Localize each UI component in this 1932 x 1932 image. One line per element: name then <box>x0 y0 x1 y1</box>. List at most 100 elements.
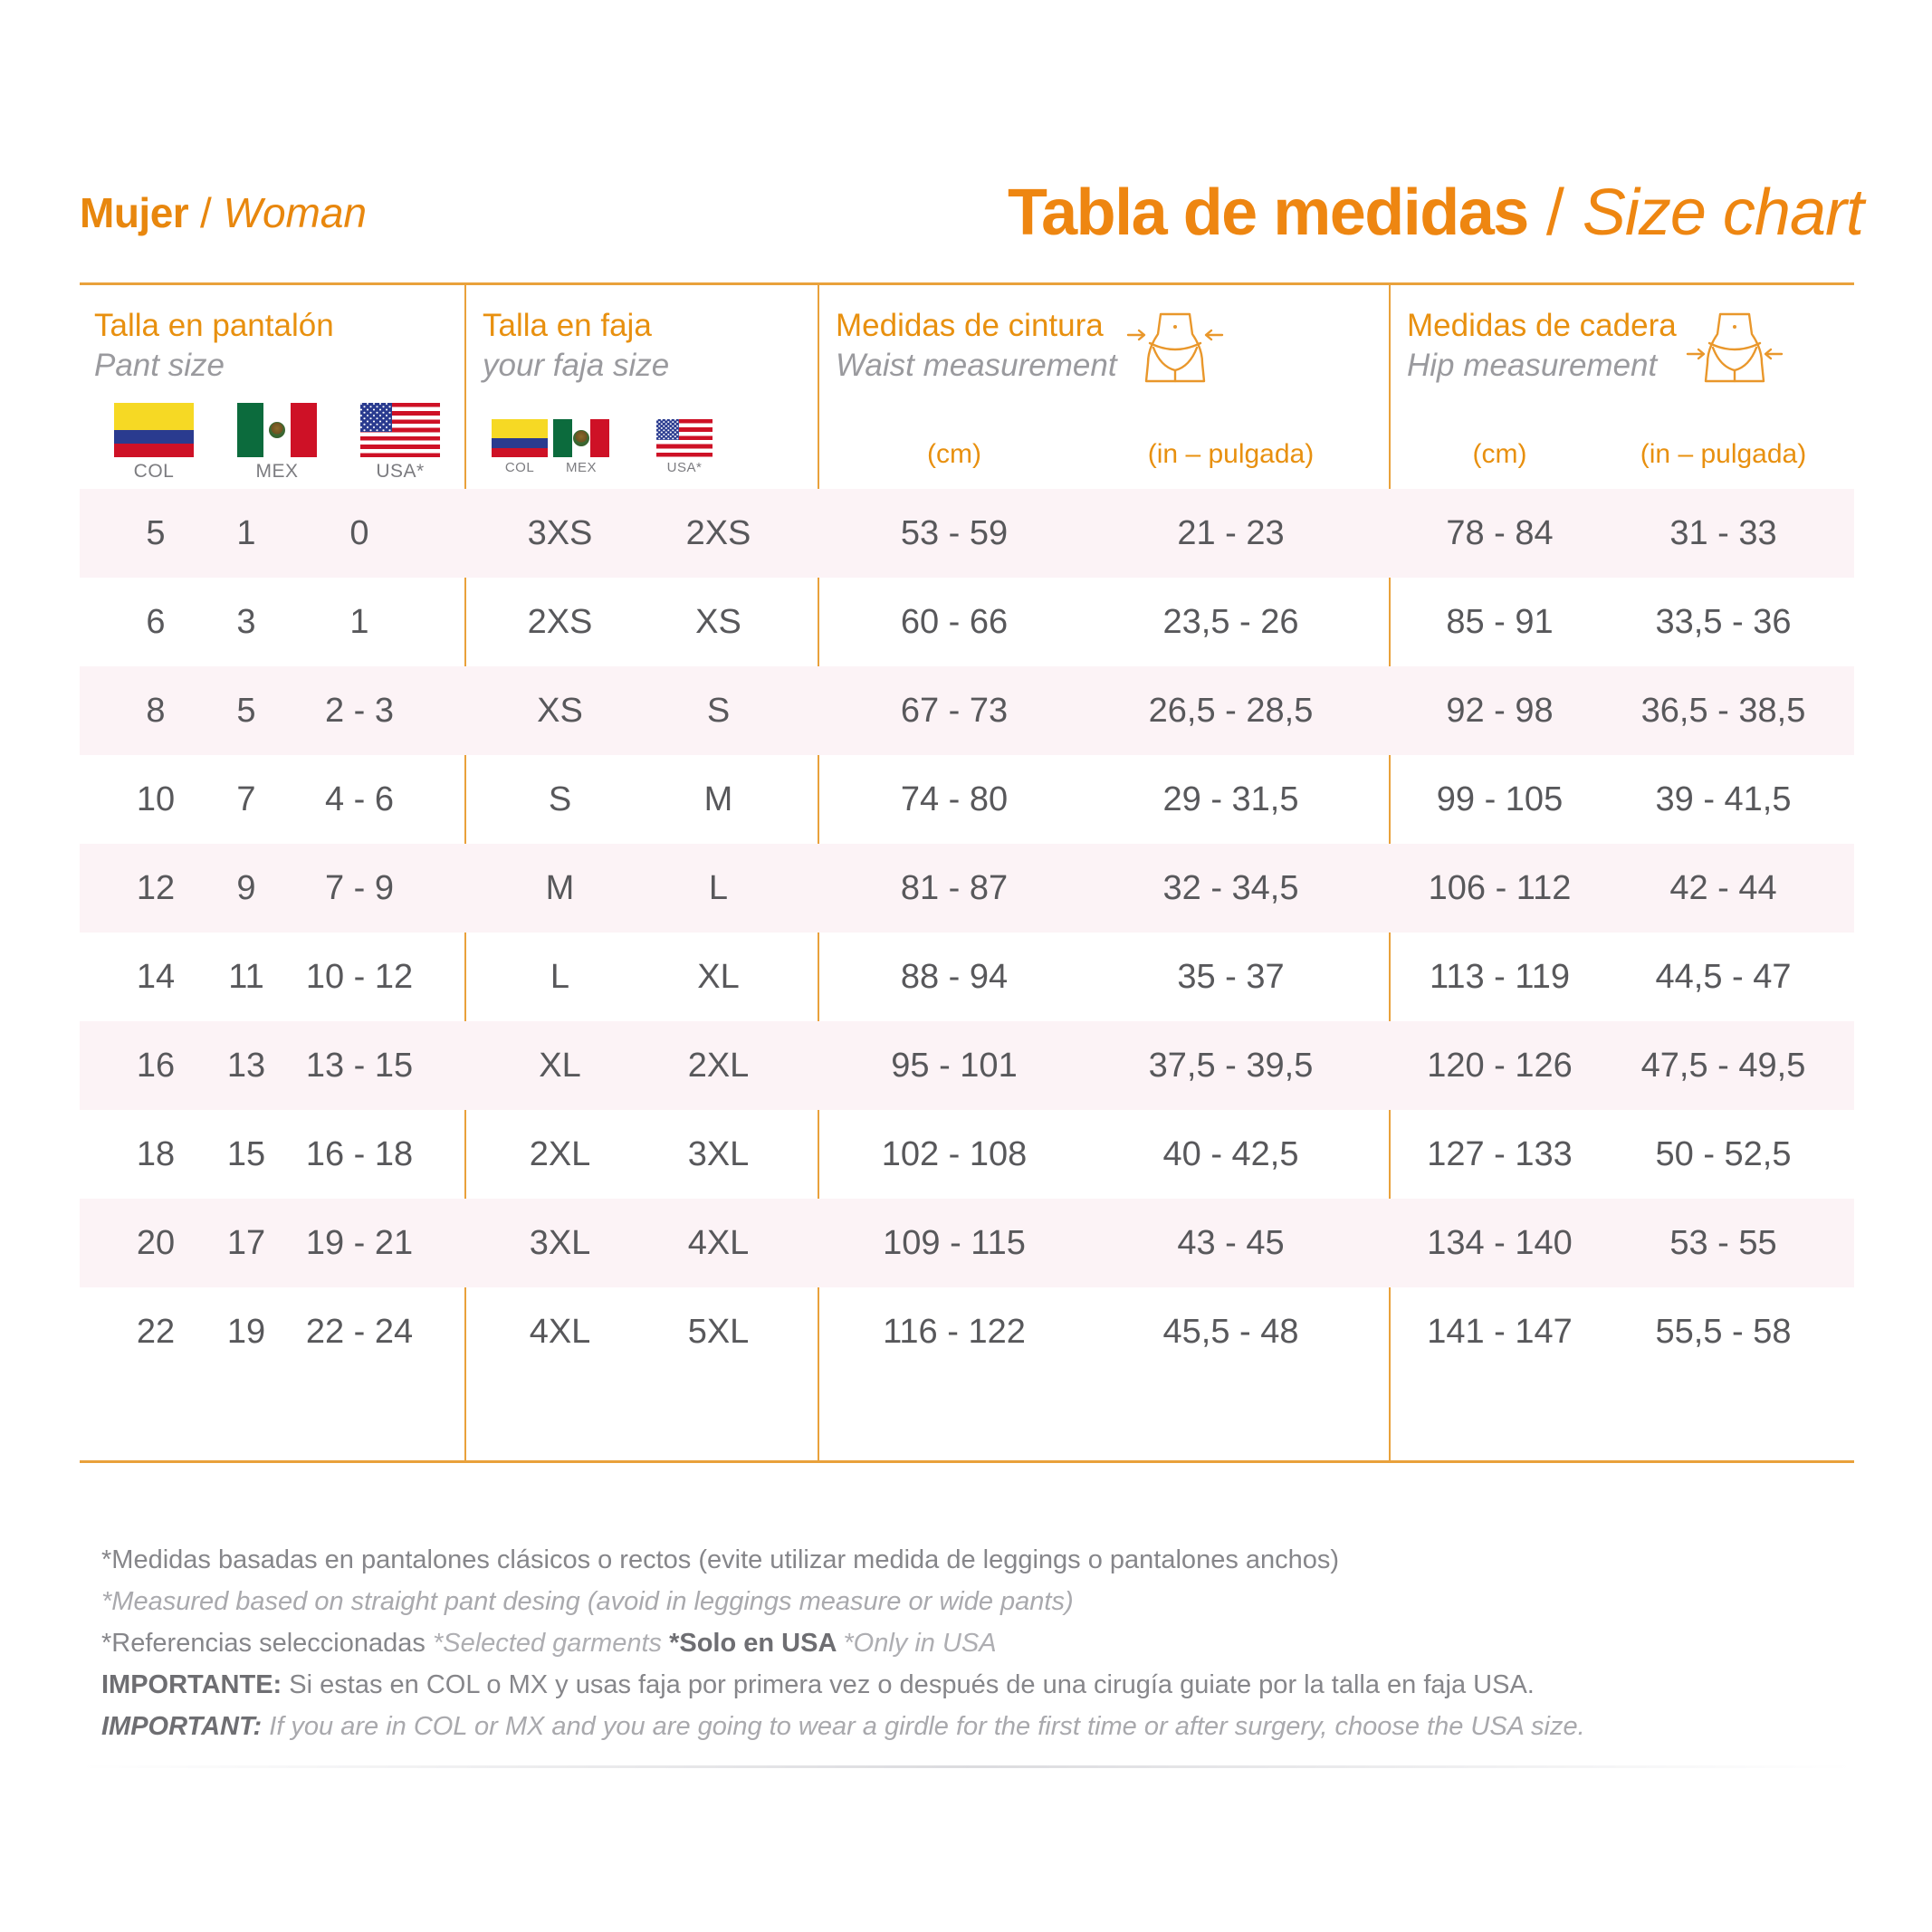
table-cell-hip-cm: 134 - 140 <box>1427 1224 1573 1262</box>
table-cell-pant-col: 8 <box>146 692 166 730</box>
table-row: 22 19 22 - 24 4XL 5XL 116 - 122 45,5 - 48 141 -… <box>80 1287 1854 1376</box>
table-row-group: 20 17 19 - 21 <box>80 1199 464 1287</box>
table-cell-hip-cm: 78 - 84 <box>1446 514 1554 552</box>
table-row: 12 9 7 - 9 M L 81 - 87 32 - 34,5 106 - 112 42 - … <box>80 844 1854 933</box>
table-body: 5 1 0 3XS 2XS 53 - 59 21 - 23 78 - 84 31 - 33 6 3 1… <box>80 489 1854 1376</box>
table-cell-faja-colmex: 3XS <box>527 514 593 552</box>
table-row-group: 12 9 7 - 9 <box>80 844 464 933</box>
table-cell-waist-cm: 116 - 122 <box>883 1313 1026 1351</box>
page-title-en: Size chart <box>1582 177 1864 249</box>
table-cell-waist-in: 43 - 45 <box>1177 1224 1285 1262</box>
important-label-en: IMPORTANT: <box>101 1712 263 1741</box>
colombia-flag-icon <box>492 419 548 457</box>
table-cell-hip-in: 31 - 33 <box>1669 514 1777 552</box>
table-cell-pant-col: 10 <box>136 780 176 818</box>
table-cell-pant-usa: 13 - 15 <box>305 1047 414 1085</box>
table-row-group: 102 - 108 40 - 42,5 <box>818 1110 1389 1199</box>
pant-flag-mexico: MEX <box>237 403 317 483</box>
table-cell-pant-mex: 11 <box>228 958 264 996</box>
table-row-group: 16 13 13 - 15 <box>80 1021 464 1110</box>
table-cell-pant-mex: 13 <box>226 1047 266 1085</box>
title-row: Mujer / Woman Tabla de medidas / Size ch… <box>0 177 1932 267</box>
usa-flag-icon <box>360 403 440 457</box>
table-cell-pant-usa: 4 - 6 <box>324 780 395 818</box>
audience-title-es: Mujer <box>80 189 189 236</box>
table-cell-hip-cm: 127 - 133 <box>1427 1135 1573 1173</box>
table-cell-faja-colmex: M <box>545 869 575 907</box>
table-cell-waist-cm: 53 - 59 <box>900 514 1009 552</box>
table-row-group: L XL <box>464 933 818 1021</box>
table-cell-faja-colmex: 4XL <box>529 1313 591 1351</box>
pant-size-label-es: Talla en pantalón <box>94 308 334 343</box>
table-cell-pant-mex: 19 <box>226 1313 266 1351</box>
table-row: 20 17 19 - 21 3XL 4XL 109 - 115 43 - 45 134 - 1… <box>80 1199 1854 1287</box>
table-cell-waist-cm: 109 - 115 <box>883 1224 1026 1262</box>
table-cell-hip-cm: 92 - 98 <box>1446 692 1554 730</box>
footnote-3-es-a: *Referencias seleccionadas <box>101 1629 433 1658</box>
table-cell-pant-col: 12 <box>136 869 176 907</box>
mexico-flag-icon <box>237 403 317 457</box>
table-row-group: 14 11 10 - 12 <box>80 933 464 1021</box>
bottom-divider <box>80 1765 1854 1768</box>
table-row-group: 67 - 73 26,5 - 28,5 <box>818 666 1389 755</box>
table-cell-hip-in: 36,5 - 38,5 <box>1640 692 1806 730</box>
faja-flag-caption-mex: MEX <box>565 460 597 475</box>
table-row-group: 22 19 22 - 24 <box>80 1287 464 1376</box>
table-cell-pant-col: 18 <box>136 1135 176 1173</box>
table-cell-pant-col: 5 <box>146 514 166 552</box>
table-cell-pant-usa: 1 <box>349 603 369 641</box>
table-cell-waist-in: 40 - 42,5 <box>1162 1135 1299 1173</box>
table-row-group: 95 - 101 37,5 - 39,5 <box>818 1021 1389 1110</box>
table-row: 8 5 2 - 3 XS S 67 - 73 26,5 - 28,5 92 - 98 36,5 … <box>80 666 1854 755</box>
table-cell-hip-in: 47,5 - 49,5 <box>1640 1047 1806 1085</box>
table-cell-hip-in: 44,5 - 47 <box>1655 958 1792 996</box>
faja-size-flag-group: COL MEX USA* <box>492 419 754 476</box>
table-cell-pant-mex: 7 <box>236 780 256 818</box>
table-cell-waist-cm: 60 - 66 <box>900 603 1009 641</box>
table-cell-hip-in: 50 - 52,5 <box>1655 1135 1792 1173</box>
audience-title-sep: / <box>188 189 224 236</box>
table-cell-faja-colmex: L <box>550 958 570 996</box>
table-cell-pant-usa: 10 - 12 <box>305 958 414 996</box>
table-row-group: 3XL 4XL <box>464 1199 818 1287</box>
table-row-group: 81 - 87 32 - 34,5 <box>818 844 1389 933</box>
pant-flag-colombia: COL <box>114 403 194 483</box>
table-row-group: 109 - 115 43 - 45 <box>818 1199 1389 1287</box>
table-cell-faja-usa: XS <box>695 603 741 641</box>
table-cell-hip-cm: 99 - 105 <box>1436 780 1564 818</box>
table-cell-pant-col: 16 <box>136 1047 176 1085</box>
table-cell-pant-usa: 2 - 3 <box>324 692 395 730</box>
table-cell-waist-in: 29 - 31,5 <box>1162 780 1299 818</box>
table-cell-waist-in: 32 - 34,5 <box>1162 869 1299 907</box>
table-row-group: 2XS XS <box>464 578 818 666</box>
table-cell-pant-usa: 16 - 18 <box>305 1135 414 1173</box>
table-row-group: 3XS 2XS <box>464 489 818 578</box>
table-row-group: 78 - 84 31 - 33 <box>1389 489 1854 578</box>
table-row-group: 141 - 147 55,5 - 58 <box>1389 1287 1854 1376</box>
faja-flag-caption-col: COL <box>504 460 535 475</box>
table-cell-faja-usa: M <box>703 780 733 818</box>
table-cell-waist-in: 21 - 23 <box>1177 514 1285 552</box>
table-cell-faja-usa: 4XL <box>687 1224 750 1262</box>
table-cell-faja-colmex: 3XL <box>529 1224 591 1262</box>
pant-flag-usa: USA* <box>360 403 440 483</box>
table-cell-faja-colmex: XS <box>537 692 583 730</box>
column-header-pant-size: Talla en pantalón Pant size <box>94 305 334 386</box>
size-chart-table: Talla en pantalón Pant size Talla en faj… <box>80 282 1854 1463</box>
table-cell-waist-in: 35 - 37 <box>1177 958 1285 996</box>
table-row: 18 15 16 - 18 2XL 3XL 102 - 108 40 - 42,5 127 -… <box>80 1110 1854 1199</box>
table-row-group: 120 - 126 47,5 - 49,5 <box>1389 1021 1854 1110</box>
page-title-sep: / <box>1527 177 1583 249</box>
table-row-group: 92 - 98 36,5 - 38,5 <box>1389 666 1854 755</box>
faja-size-label-es: Talla en faja <box>483 308 652 343</box>
table-row-group: 60 - 66 23,5 - 26 <box>818 578 1389 666</box>
important-label-es: IMPORTANTE: <box>101 1670 282 1699</box>
table-row-group: 85 - 91 33,5 - 36 <box>1389 578 1854 666</box>
table-cell-waist-cm: 95 - 101 <box>891 1047 1018 1085</box>
table-row-group: 134 - 140 53 - 55 <box>1389 1199 1854 1287</box>
footnote-line-4: IMPORTANTE: Si estas en COL o MX y usas … <box>101 1664 1858 1706</box>
table-cell-waist-cm: 88 - 94 <box>900 958 1009 996</box>
hip-unit-cm: (cm) <box>1472 439 1527 469</box>
